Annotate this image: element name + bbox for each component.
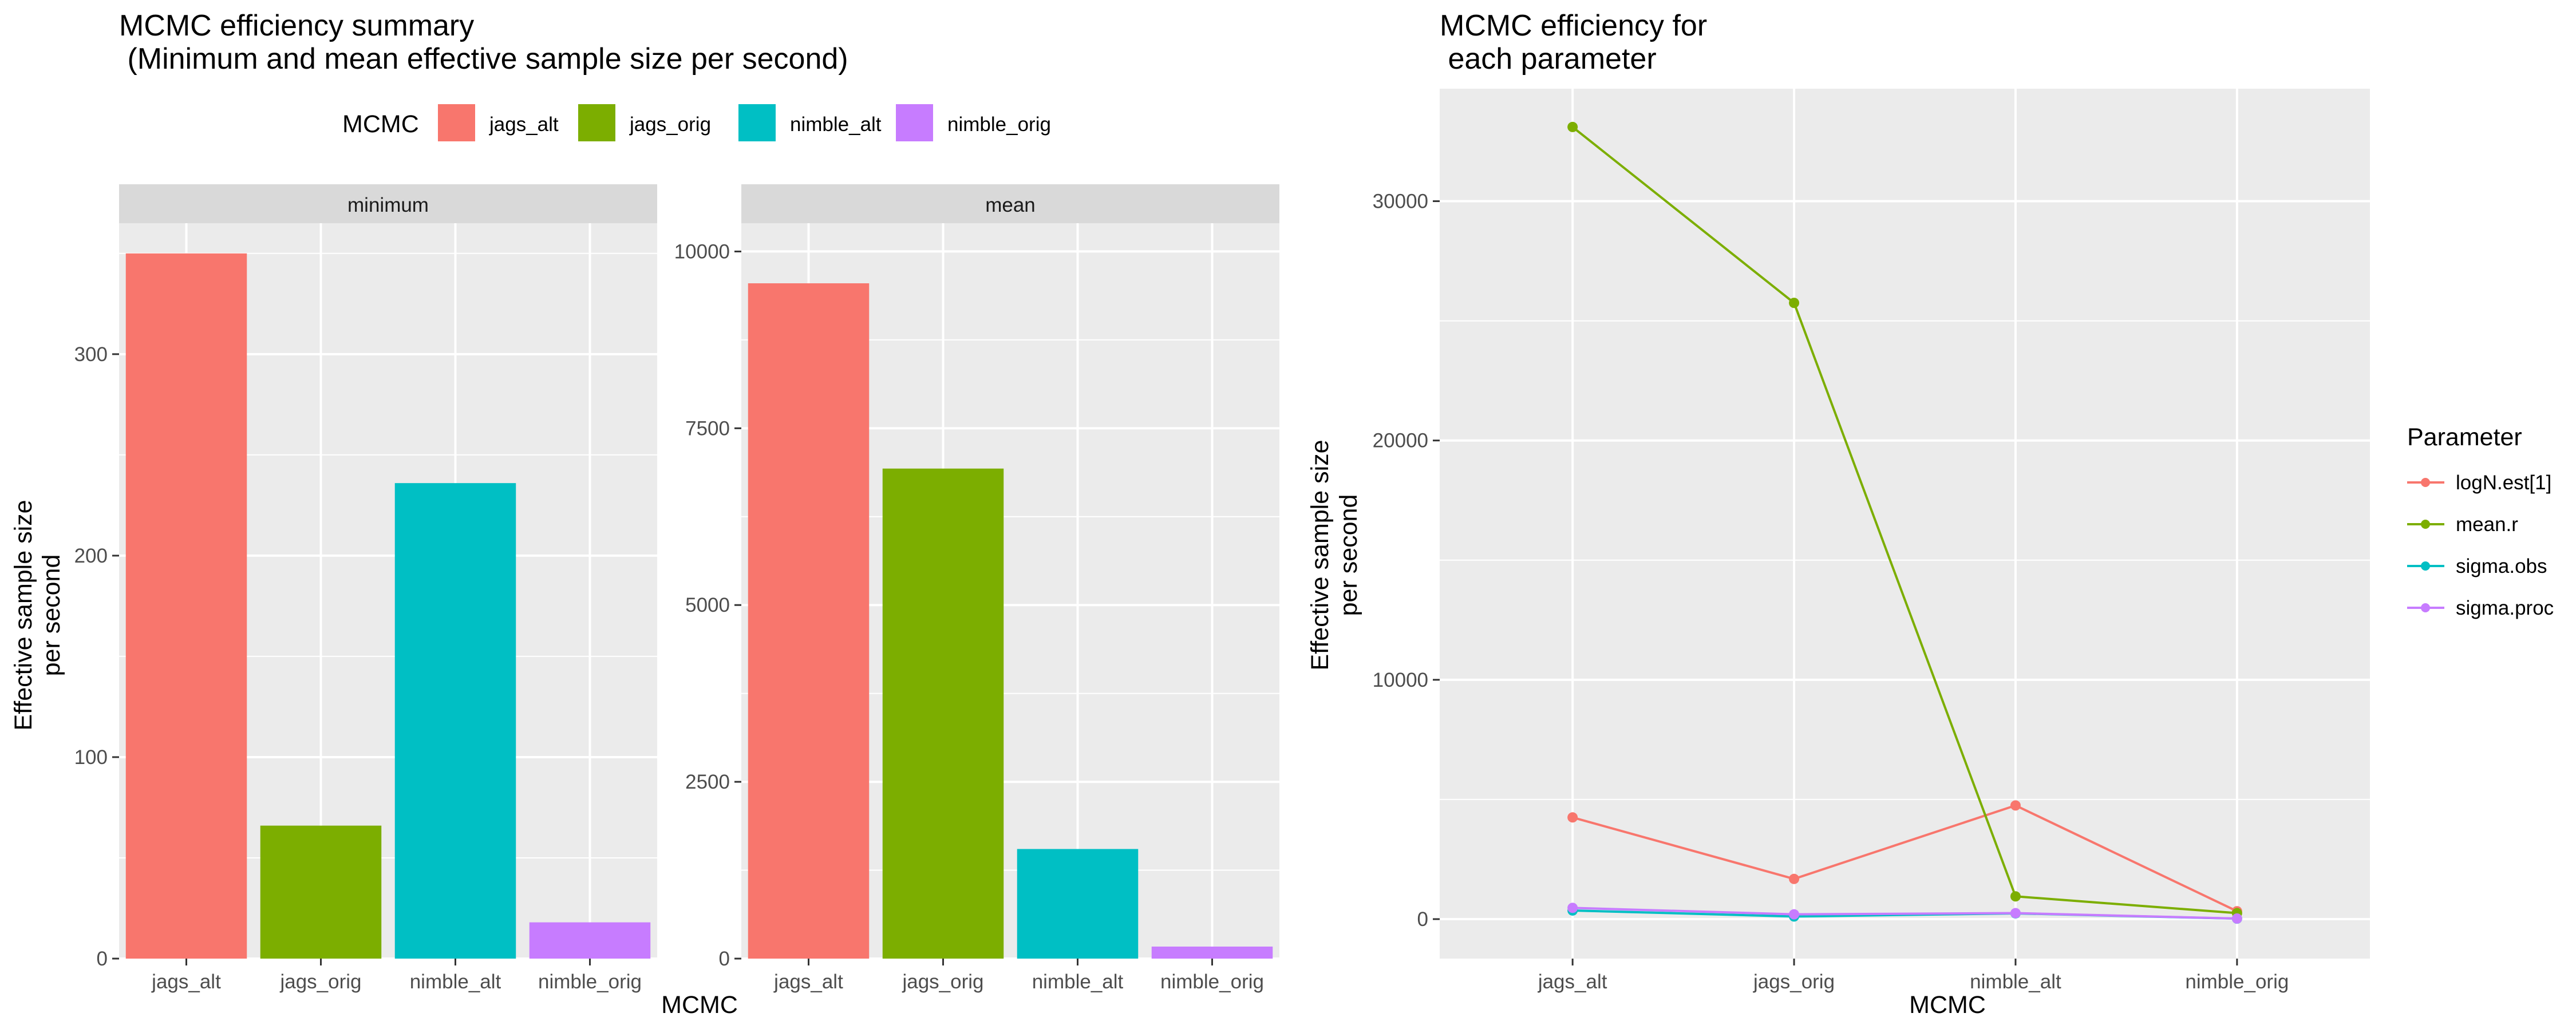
- legend-key-jags_orig: [578, 104, 615, 141]
- legend-entry-sigma-proc: sigma.proc: [2407, 597, 2554, 619]
- parameter-legend: Parameter logN.est[1] mean.r sigma.obs s…: [2407, 424, 2554, 619]
- x-tick-label-minimum-jags_alt: jags_alt: [151, 971, 221, 993]
- legend-label-nimble_orig: nimble_orig: [947, 113, 1051, 136]
- facet-strip-label-mean: mean: [985, 194, 1036, 216]
- summary-x-axis-title: MCMC: [661, 991, 738, 1019]
- legend-label-logN-est-1: logN.est[1]: [2456, 472, 2551, 494]
- series-point-sigma-proc: [1567, 903, 1578, 913]
- series-line-logN-est-1: [1572, 804, 2238, 913]
- series-point-sigma-proc: [2231, 913, 2242, 924]
- legend-entry-sigma-obs: sigma.obs: [2407, 555, 2547, 577]
- bar-mean-jags_orig: [882, 468, 1004, 959]
- series-point-logN-est-1: [2010, 800, 2021, 811]
- param-y-axis-title-line2: per second: [1335, 494, 1362, 616]
- line-panel-bg: [1440, 89, 2370, 959]
- series-point-sigma-proc: [2010, 908, 2021, 919]
- x-tick-label-mean-nimble_alt: nimble_alt: [1032, 971, 1124, 993]
- y-tick-label-minimum: 300: [74, 343, 108, 366]
- y-tick-label-mean: 2500: [685, 771, 730, 793]
- line-x-tick-label-nimble_orig: nimble_orig: [2185, 971, 2289, 993]
- summary-title-line1: MCMC efficiency summary: [119, 9, 474, 42]
- bar-minimum-jags_alt: [125, 253, 247, 959]
- param-title-line1: MCMC efficiency for: [1440, 9, 1707, 42]
- param-y-axis-title-line1: Effective sample size: [1306, 440, 1334, 670]
- legend-label-nimble_alt: nimble_alt: [790, 113, 882, 136]
- series-line-sigma-proc: [1573, 907, 2237, 920]
- summary-title-line2: (Minimum and mean effective sample size …: [119, 42, 848, 76]
- facet-panel-minimum: 0 100 200 300 jags_alt jags_orig nimble_alt nim…: [74, 223, 657, 993]
- series-point-sigma-proc: [1789, 909, 1800, 920]
- series-point-mean-r: [1567, 121, 1578, 132]
- legend-label-jags_orig: jags_orig: [629, 113, 711, 136]
- line-y-tick-label: 20000: [1373, 430, 1428, 452]
- bar-mean-nimble_orig: [1151, 946, 1273, 959]
- parameter-line-panel: 0 10000 20000 30000 jags_alt jags_orig nimble_…: [1373, 89, 2370, 993]
- bar-mean-nimble_alt: [1017, 849, 1139, 959]
- y-tick-label-mean: 5000: [685, 594, 730, 616]
- x-tick-label-minimum-nimble_alt: nimble_alt: [410, 971, 501, 993]
- x-tick-label-minimum-nimble_orig: nimble_orig: [538, 971, 642, 993]
- series-line-mean-r: [1571, 126, 2238, 915]
- line-y-tick-label: 10000: [1373, 669, 1428, 691]
- legend-label-sigma-proc: sigma.proc: [2456, 597, 2554, 619]
- x-tick-label-mean-jags_orig: jags_orig: [902, 971, 983, 993]
- summary-y-axis-title-line2: per second: [38, 555, 65, 676]
- line-x-tick-label-nimble_alt: nimble_alt: [1970, 971, 2061, 993]
- facet-strip-minimum: [119, 184, 657, 223]
- mcmc-legend-title: MCMC: [342, 110, 419, 138]
- y-tick-label-minimum: 200: [74, 545, 108, 567]
- series-point-logN-est-1: [1789, 873, 1800, 884]
- y-tick-label-mean: 10000: [674, 240, 730, 263]
- mcmc-legend: MCMC jags_alt jags_orig nimble_alt nimbl…: [342, 104, 1051, 141]
- line-x-tick-label-jags_alt: jags_alt: [1538, 971, 1607, 993]
- legend-label-mean-r: mean.r: [2456, 513, 2518, 536]
- y-tick-label-minimum: 0: [97, 948, 108, 970]
- legend-label-jags_alt: jags_alt: [489, 113, 559, 136]
- line-x-tick-label-jags_orig: jags_orig: [1753, 971, 1835, 993]
- bar-minimum-nimble_orig: [529, 922, 651, 959]
- legend-key-nimble_alt: [738, 104, 776, 141]
- legend-key-jags_alt: [438, 104, 475, 141]
- legend-label-sigma-obs: sigma.obs: [2456, 555, 2547, 577]
- legend-entry-mean-r: mean.r: [2407, 513, 2518, 536]
- x-tick-label-mean-nimble_orig: nimble_orig: [1160, 971, 1264, 993]
- line-y-tick-label: 30000: [1373, 191, 1428, 213]
- x-tick-label-minimum-jags_orig: jags_orig: [279, 971, 361, 993]
- legend-entry-logN-est-1: logN.est[1]: [2407, 472, 2551, 494]
- param-x-axis-title: MCMC: [1909, 991, 1986, 1019]
- facet-panel-mean: 0 2500 5000 7500 10000 jags_alt jags_orig nimbl…: [674, 223, 1279, 993]
- bar-mean-jags_alt: [748, 283, 870, 959]
- facet-strip-label-minimum: minimum: [347, 194, 429, 216]
- y-tick-label-mean: 0: [719, 948, 730, 970]
- parameter-legend-title: Parameter: [2407, 424, 2522, 451]
- bar-minimum-jags_orig: [260, 825, 382, 959]
- y-tick-label-mean: 7500: [685, 417, 730, 440]
- series-point-mean-r: [2010, 891, 2021, 902]
- param-title-line2: each parameter: [1440, 42, 1657, 76]
- y-tick-label-minimum: 100: [74, 746, 108, 769]
- series-point-logN-est-1: [1567, 812, 1578, 823]
- facet-strip-mean: [741, 184, 1279, 223]
- legend-key-nimble_orig: [896, 104, 933, 141]
- summary-y-axis-title-line1: Effective sample size: [10, 500, 37, 730]
- series-point-mean-r: [1789, 298, 1800, 308]
- x-tick-label-mean-jags_alt: jags_alt: [773, 971, 843, 993]
- line-y-tick-label: 0: [1417, 908, 1428, 931]
- bar-minimum-nimble_alt: [394, 483, 516, 959]
